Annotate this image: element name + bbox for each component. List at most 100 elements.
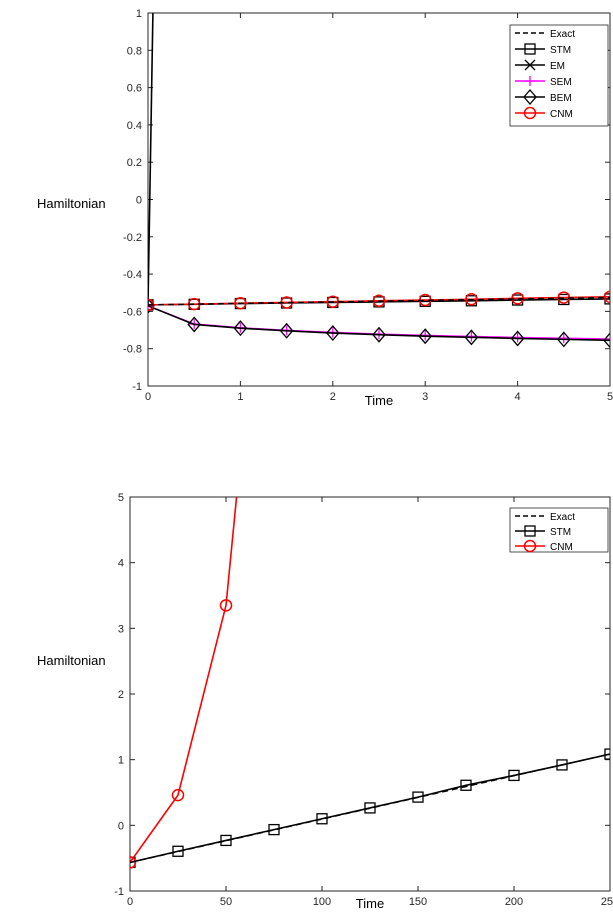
top-legend-entry-stm: STM bbox=[515, 43, 571, 56]
top-y-tick-label: 0.4 bbox=[127, 120, 142, 132]
bottom-y-tick-label: 1 bbox=[118, 755, 124, 767]
top-x-tick-label: 0 bbox=[145, 391, 151, 403]
bottom-x-tick-label: 250 bbox=[601, 896, 613, 908]
top-point-bem bbox=[603, 332, 610, 349]
top-x-axis-label: Time bbox=[365, 393, 393, 408]
bottom-legend-entry-cnm: CNM bbox=[515, 539, 573, 553]
top-legend-label-exact: Exact bbox=[550, 29, 575, 40]
top-series-line-em bbox=[148, 13, 154, 305]
top-point-bem bbox=[233, 320, 248, 337]
bottom-x-tick-label: 0 bbox=[127, 896, 133, 908]
bottom-point-stm bbox=[604, 748, 610, 760]
bottom-series-exact bbox=[130, 753, 610, 864]
bottom-point-stm bbox=[556, 759, 568, 771]
top-y-tick-label: -0.2 bbox=[123, 232, 142, 244]
top-point-bem bbox=[187, 316, 202, 333]
bottom-x-tick-label: 150 bbox=[409, 896, 427, 908]
top-x-ticks: 0 1 2 3 4 5 bbox=[145, 13, 613, 403]
bottom-legend-label-exact: Exact bbox=[550, 512, 575, 523]
bottom-y-tick-label: 4 bbox=[118, 558, 124, 570]
top-legend-entry-sem: SEM bbox=[515, 76, 572, 88]
bottom-point-stm bbox=[220, 834, 232, 847]
bottom-point-cnm bbox=[219, 599, 233, 612]
top-y-tick-label: 0.6 bbox=[127, 83, 142, 95]
bottom-legend-entry-exact: Exact bbox=[515, 512, 575, 523]
top-x-tick-label: 3 bbox=[422, 391, 428, 403]
bottom-point-stm bbox=[364, 802, 376, 814]
bottom-legend-marker-cnm bbox=[523, 539, 537, 553]
bottom-series-cnm bbox=[130, 497, 238, 869]
top-point-cnm bbox=[603, 290, 610, 304]
top-legend-entry-cnm: CNM bbox=[515, 106, 573, 120]
bottom-legend-entry-stm: STM bbox=[515, 525, 571, 538]
top-y-tick-label: -0.6 bbox=[123, 306, 142, 318]
top-legend-label-em: EM bbox=[550, 61, 565, 72]
top-point-bem bbox=[510, 330, 525, 347]
top-x-tick-label: 2 bbox=[330, 391, 336, 403]
bottom-x-tick-label: 100 bbox=[313, 896, 331, 908]
bottom-point-stm bbox=[172, 845, 184, 857]
top-y-tick-label: 1 bbox=[136, 8, 142, 20]
bottom-point-stm bbox=[508, 769, 520, 782]
bottom-point-stm bbox=[316, 813, 328, 825]
bottom-legend-marker-stm bbox=[524, 525, 536, 537]
top-series-exact bbox=[148, 296, 610, 306]
top-x-tick-label: 1 bbox=[237, 391, 243, 403]
top-series bbox=[148, 13, 610, 349]
bottom-y-tick-label: 0 bbox=[118, 820, 124, 832]
top-point-cnm bbox=[465, 293, 478, 306]
top-x-tick-label: 5 bbox=[607, 391, 613, 403]
top-legend-label-stm: STM bbox=[550, 45, 571, 56]
top-point-bem bbox=[148, 297, 155, 314]
bottom-plot-box bbox=[129, 496, 611, 892]
top-point-sem bbox=[558, 333, 569, 344]
top-chart: Hamiltonian Time 0 1 2 3 4 5 -1 -0.8 -0.6 -0.4 -0… bbox=[37, 8, 613, 408]
bottom-series-line-exact bbox=[130, 753, 610, 864]
top-y-tick-label: 0 bbox=[136, 195, 142, 207]
top-point-sem bbox=[148, 300, 153, 311]
bottom-point-stm bbox=[268, 823, 280, 836]
bottom-point-cnm bbox=[130, 856, 137, 869]
top-point-bem bbox=[372, 326, 386, 343]
bottom-y-tick-label: 2 bbox=[118, 689, 124, 701]
top-legend-label-sem: SEM bbox=[550, 77, 572, 88]
top-series-bem bbox=[148, 297, 610, 349]
bottom-series-line-cnm bbox=[130, 497, 238, 863]
bottom-y-ticks: -1 0 1 2 3 4 5 bbox=[114, 492, 610, 898]
bottom-x-axis-label: Time bbox=[356, 896, 384, 911]
bottom-y-tick-label: 3 bbox=[118, 623, 124, 635]
bottom-x-tick-label: 200 bbox=[505, 896, 523, 908]
bottom-chart: Hamiltonian Time 050100150200250 -101234… bbox=[37, 492, 613, 911]
top-point-bem bbox=[279, 322, 294, 339]
top-series-line-bem bbox=[148, 305, 610, 342]
top-y-axis-label: Hamiltonian bbox=[37, 196, 106, 211]
top-legend-label-cnm: CNM bbox=[550, 109, 573, 120]
top-legend-marker-bem bbox=[523, 89, 537, 105]
top-y-tick-label: -0.8 bbox=[123, 344, 142, 356]
top-legend-entry-bem: BEM bbox=[515, 89, 572, 105]
top-point-bem bbox=[556, 331, 571, 348]
top-series-em bbox=[148, 13, 154, 305]
bottom-series bbox=[130, 497, 610, 869]
bottom-point-stm bbox=[460, 779, 472, 791]
top-legend-marker-cnm bbox=[523, 106, 537, 120]
top-legend: Exact STM EM SEM BEM CNM bbox=[509, 24, 609, 127]
top-legend-label-bem: BEM bbox=[550, 93, 572, 104]
top-legend-entry-em: EM bbox=[515, 59, 565, 72]
top-series-line-exact bbox=[148, 296, 610, 306]
bottom-y-axis-label: Hamiltonian bbox=[37, 653, 106, 668]
top-y-tick-label: 0.8 bbox=[127, 45, 142, 57]
top-y-tick-label: 0.2 bbox=[127, 157, 142, 169]
bottom-point-stm bbox=[412, 791, 424, 803]
top-point-sem bbox=[605, 334, 610, 345]
bottom-y-tick-label: -1 bbox=[114, 886, 124, 898]
bottom-legend-label-cnm: CNM bbox=[550, 542, 573, 553]
top-point-cnm bbox=[234, 296, 247, 310]
bottom-legend: Exact STM CNM bbox=[509, 507, 609, 553]
top-point-sem bbox=[512, 332, 523, 343]
top-legend-marker-em bbox=[524, 59, 536, 71]
top-legend-marker-sem bbox=[525, 76, 535, 86]
bottom-point-cnm bbox=[171, 788, 185, 802]
top-y-tick-label: -1 bbox=[132, 381, 142, 393]
